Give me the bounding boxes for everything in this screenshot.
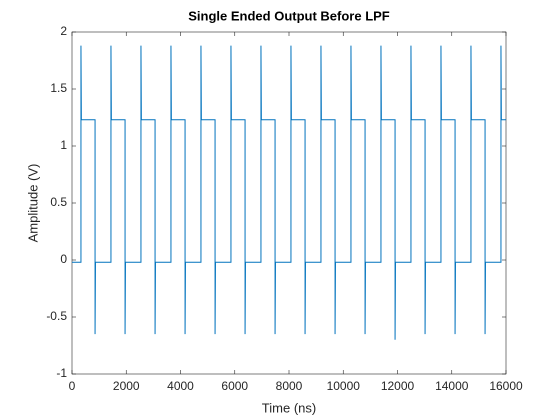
y-tick-label: -1 — [56, 366, 67, 380]
x-tick-label: 14000 — [435, 379, 469, 393]
y-tick-label: 0 — [60, 252, 67, 266]
plot-area — [71, 31, 507, 375]
x-axis-label: Time (ns) — [262, 400, 316, 415]
chart-title: Single Ended Output Before LPF — [188, 8, 390, 23]
y-axis-label: Amplitude (V) — [25, 164, 40, 243]
y-tick-label: 1.5 — [50, 81, 67, 95]
y-tick-label: -0.5 — [46, 309, 67, 323]
x-tick-label: 6000 — [221, 379, 248, 393]
x-tick-label: 16000 — [489, 379, 523, 393]
x-tick-label: 2000 — [113, 379, 140, 393]
x-tick-label: 12000 — [381, 379, 415, 393]
x-tick-label: 8000 — [276, 379, 303, 393]
y-tick-label: 1 — [60, 138, 67, 152]
data-line — [72, 45, 506, 340]
y-tick-label: 2 — [60, 24, 67, 38]
x-tick-label: 0 — [69, 379, 76, 393]
y-tick-label: 0.5 — [50, 195, 67, 209]
x-tick-label: 4000 — [167, 379, 194, 393]
x-tick-label: 10000 — [327, 379, 361, 393]
